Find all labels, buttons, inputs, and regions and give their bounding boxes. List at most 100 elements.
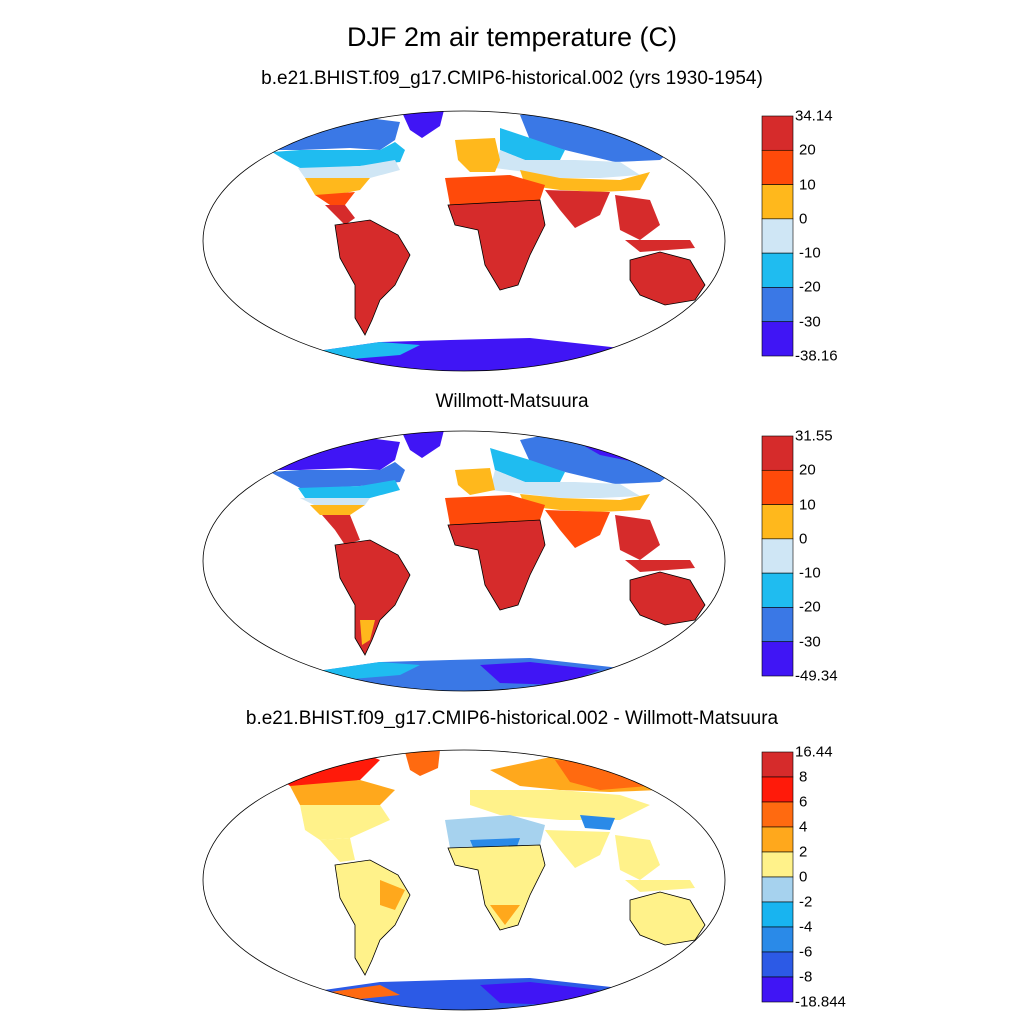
eurasia-cool (500, 128, 565, 160)
colorbar-swatch (761, 826, 794, 853)
north-africa (445, 175, 545, 205)
colorbar-tick-label: 16.44 (795, 743, 833, 761)
colorbar-tick-label: 4 (799, 818, 808, 836)
africa-south (490, 905, 520, 925)
colorbar-swatch (761, 287, 794, 323)
colorbar-tick-label: -49.34 (795, 667, 838, 685)
eurasia-cool (490, 448, 565, 482)
north-america-warm (315, 192, 355, 205)
colorbar-tick-label: 20 (799, 141, 816, 159)
south-america-east (380, 880, 405, 910)
north-america-polar (270, 437, 400, 470)
antarctica-interior (480, 662, 600, 685)
central-america (325, 205, 355, 225)
map-panel-model (202, 110, 726, 372)
north-america-mild (305, 178, 370, 196)
south-america (335, 220, 410, 335)
eurasia-mild (495, 150, 640, 178)
map-outline-1 (202, 110, 726, 372)
south-america (335, 540, 410, 655)
colorbar-tick-label: -8 (799, 968, 813, 986)
greenland (405, 750, 440, 776)
main-title: DJF 2m air temperature (C) (346, 22, 678, 52)
north-america-cool (298, 480, 400, 500)
colorbar-tick-label: 0 (799, 210, 808, 228)
colorbar-tick-label: -20 (799, 278, 821, 296)
south-asia (545, 190, 610, 228)
australia (630, 252, 705, 305)
asia-mild (520, 494, 650, 512)
colorbar-diff (761, 751, 794, 1003)
colorbar-tick-label: -6 (799, 943, 813, 961)
colorbar-swatch (761, 776, 794, 803)
panel3-title: b.e21.BHIST.f09_g17.CMIP6-historical.002… (245, 708, 779, 729)
colorbar-tick-label: 0 (799, 868, 808, 886)
colorbar-swatch (761, 876, 794, 903)
south-asia (545, 510, 610, 548)
colorbar-swatch (761, 976, 794, 1003)
colorbar-swatch (761, 751, 794, 778)
colorbar-tick-label: -10 (799, 244, 821, 262)
north-america-cold (270, 462, 405, 488)
colorbar-model (761, 115, 794, 357)
colorbar-swatch (761, 851, 794, 878)
colorbar-tick-label: -18.844 (795, 993, 846, 1011)
colorbar-swatch (761, 801, 794, 828)
greenland (400, 111, 445, 138)
colorbar-swatch (761, 538, 794, 574)
eurasia-mid (470, 790, 650, 820)
australia (630, 572, 705, 625)
colorbar-tick-label: 10 (799, 496, 816, 514)
south-asia (545, 830, 610, 868)
colorbar-swatch (761, 252, 794, 288)
central-asia-cold (580, 815, 615, 830)
colorbar-tick-label: -4 (799, 918, 813, 936)
asia-mild (520, 170, 650, 192)
indonesia (625, 240, 695, 252)
colorbar-swatch (761, 951, 794, 978)
colorbar-tick-label: 2 (799, 843, 808, 861)
australia (630, 892, 705, 945)
colorbar-swatch (761, 504, 794, 540)
south-america-south (360, 620, 375, 645)
colorbar-tick-label: -38.16 (795, 347, 838, 365)
colorbar-tick-label: 34.14 (795, 107, 833, 125)
colorbar-swatch (761, 901, 794, 928)
north-america-polar (270, 117, 400, 150)
north-america-warm (310, 505, 365, 515)
europe-mild (455, 138, 500, 172)
central-america (322, 515, 360, 545)
map-outline-2 (202, 430, 726, 692)
colorbar-swatch (761, 641, 794, 677)
eurasia-cold (520, 432, 690, 484)
central-america (320, 838, 355, 862)
africa (448, 200, 545, 290)
colorbar-tick-label: -20 (799, 598, 821, 616)
map-panel-diff (202, 749, 726, 1011)
indonesia (625, 560, 695, 572)
north-america-cool (298, 160, 400, 180)
colorbar-swatch (761, 218, 794, 254)
eurasia-cold (520, 111, 690, 162)
north-america-cold (272, 142, 405, 168)
colorbar-swatch (761, 321, 794, 357)
se-asia (615, 195, 660, 240)
colorbar-swatch (761, 607, 794, 643)
colorbar-tick-label: 10 (799, 176, 816, 194)
colorbar-swatch (761, 435, 794, 471)
colorbar-swatch (761, 926, 794, 953)
colorbar-tick-label: -2 (799, 893, 813, 911)
africa (448, 845, 545, 930)
colorbar-tick-label: 31.55 (795, 427, 833, 445)
eurasia-mild (490, 470, 640, 498)
colorbar-tick-label: 0 (799, 530, 808, 548)
africa (448, 520, 545, 610)
map-outline-3 (202, 749, 726, 1011)
panel1-title: b.e21.BHIST.f09_g17.CMIP6-historical.002… (261, 68, 763, 89)
panel2-title: Willmott-Matsuura (435, 391, 589, 412)
colorbar-tick-label: 6 (799, 793, 808, 811)
north-america-north (290, 780, 395, 808)
colorbar-tick-label: 20 (799, 461, 816, 479)
colorbar-swatch (761, 469, 794, 505)
